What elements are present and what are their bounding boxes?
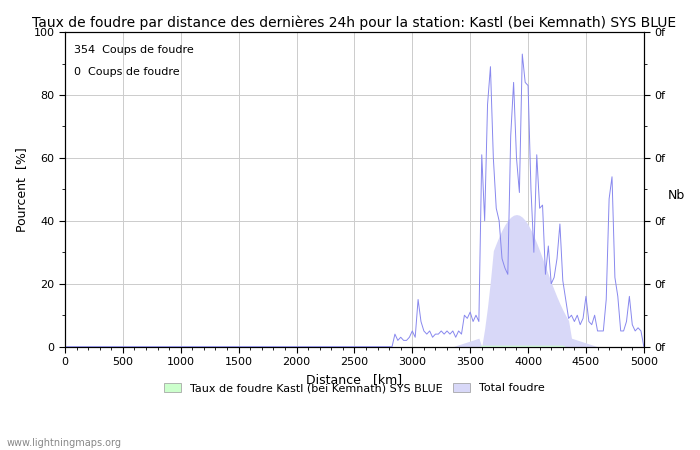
Text: www.lightningmaps.org: www.lightningmaps.org [7, 438, 122, 448]
Y-axis label: Nb: Nb [668, 189, 685, 202]
X-axis label: Distance   [km]: Distance [km] [307, 373, 402, 386]
Title: Taux de foudre par distance des dernières 24h pour la station: Kastl (bei Kemnat: Taux de foudre par distance des dernière… [32, 15, 676, 30]
Text: 354  Coups de foudre: 354 Coups de foudre [74, 45, 193, 54]
Text: 0  Coups de foudre: 0 Coups de foudre [74, 67, 179, 76]
Y-axis label: Pourcent  [%]: Pourcent [%] [15, 147, 28, 232]
Legend: Taux de foudre Kastl (bei Kemnath) SYS BLUE, Total foudre: Taux de foudre Kastl (bei Kemnath) SYS B… [160, 378, 550, 398]
